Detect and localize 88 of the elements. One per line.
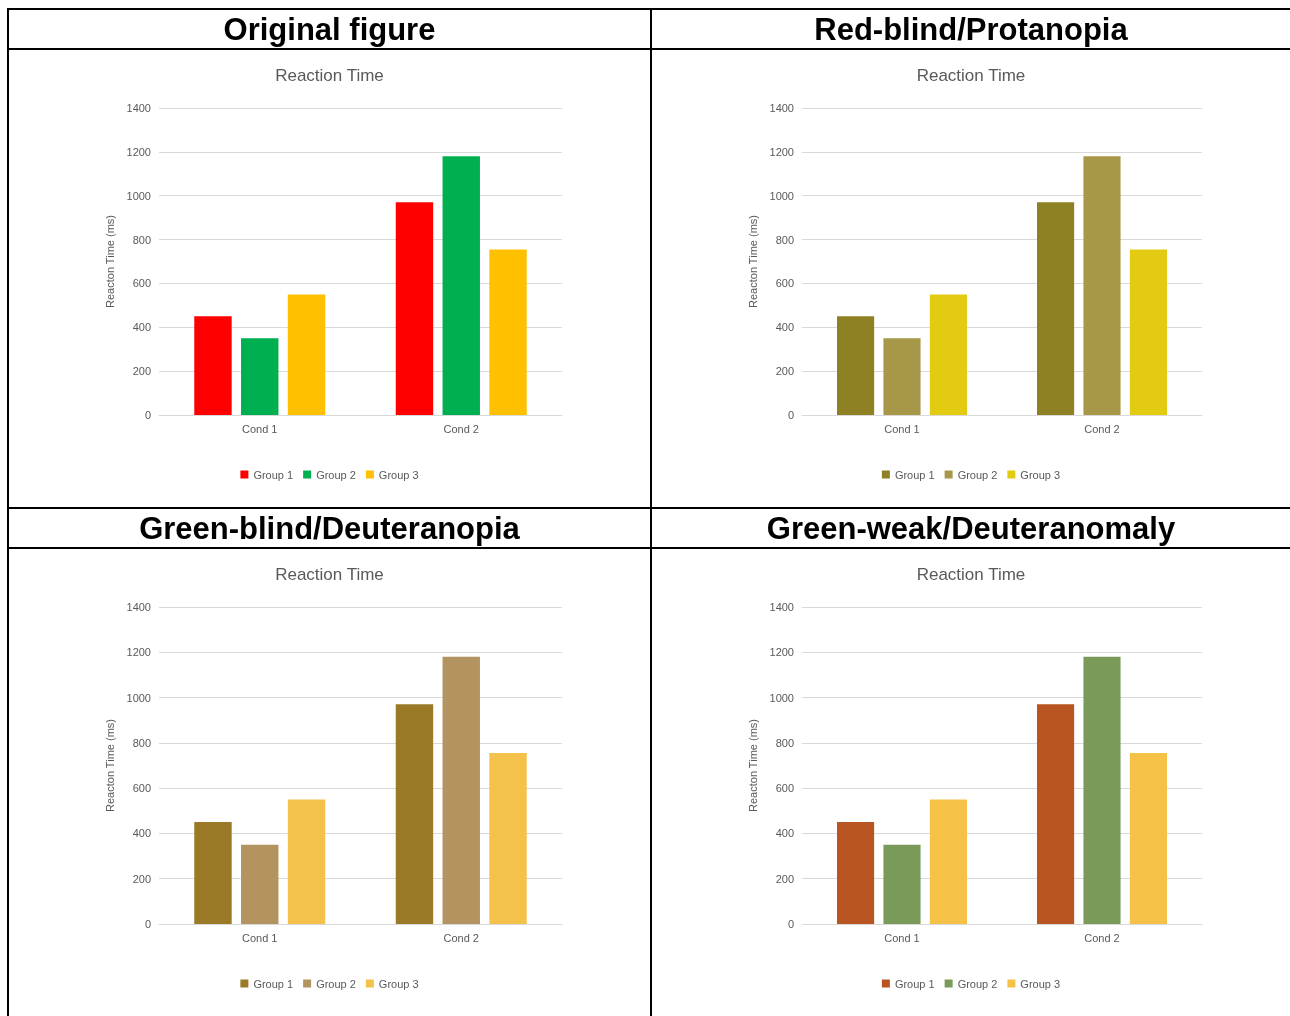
- y-tick-label: 400: [775, 321, 794, 334]
- bar: [395, 704, 434, 924]
- legend-label: Group 1: [253, 977, 294, 990]
- bar: [1037, 704, 1075, 924]
- y-tick-label: 200: [132, 872, 151, 885]
- y-axis-title: Reacton Time (ms): [747, 719, 760, 812]
- x-tick-label: Cond 2: [443, 422, 479, 435]
- legend-label: Group 3: [1020, 468, 1061, 481]
- y-tick-label: 800: [132, 233, 151, 246]
- chart-title: Original figure: [9, 10, 650, 50]
- bar: [883, 844, 921, 924]
- chart-subtitle: Reaction Time: [916, 565, 1026, 584]
- y-tick-label: 400: [132, 827, 151, 840]
- y-tick-label: 600: [775, 277, 794, 290]
- y-tick-label: 600: [775, 782, 794, 795]
- legend-label: Group 2: [957, 977, 998, 990]
- chart-title: Green-weak/Deuteranomaly: [652, 509, 1290, 549]
- bar: [489, 753, 527, 924]
- legend-label: Group 2: [957, 468, 998, 481]
- y-tick-label: 1000: [769, 691, 794, 704]
- chart-subtitle: Reaction Time: [275, 66, 384, 85]
- bar: [929, 799, 967, 924]
- y-axis-title: Reacton Time (ms): [747, 215, 760, 308]
- bar: [442, 156, 480, 415]
- y-tick-label: 0: [144, 918, 151, 930]
- y-tick-label: 200: [775, 365, 794, 378]
- bar: [489, 249, 527, 415]
- y-tick-label: 1200: [769, 646, 794, 659]
- chart-title: Green-blind/Deuteranopia: [9, 509, 650, 549]
- y-tick-label: 400: [775, 827, 794, 840]
- y-tick-label: 1400: [769, 102, 794, 114]
- x-tick-label: Cond 1: [242, 931, 278, 944]
- y-tick-label: 800: [132, 736, 151, 749]
- bar: [1129, 753, 1167, 924]
- y-tick-label: 0: [144, 409, 151, 421]
- bar: [241, 338, 279, 415]
- chart-subtitle: Reaction Time: [916, 66, 1026, 85]
- y-tick-label: 0: [787, 918, 794, 930]
- bar: [1037, 202, 1075, 415]
- legend-label: Group 2: [316, 468, 356, 481]
- y-tick-label: 1200: [769, 145, 794, 158]
- y-tick-label: 600: [132, 782, 151, 795]
- legend-label: Group 1: [894, 468, 935, 481]
- bar: [194, 822, 232, 924]
- y-tick-label: 1200: [126, 646, 151, 659]
- y-tick-label: 1200: [126, 145, 151, 158]
- y-tick-label: 800: [775, 736, 794, 749]
- x-tick-label: Cond 2: [1084, 422, 1120, 435]
- y-tick-label: 1400: [126, 102, 151, 114]
- legend-label: Group 1: [253, 468, 294, 481]
- y-tick-label: 800: [775, 233, 794, 246]
- bar: [1083, 156, 1121, 415]
- x-tick-label: Cond 2: [443, 931, 479, 944]
- bar: [837, 316, 875, 415]
- y-axis-title: Reacton Time (ms): [104, 719, 117, 812]
- bar: [1083, 656, 1121, 924]
- y-tick-label: 200: [132, 365, 151, 378]
- legend-label: Group 3: [378, 977, 419, 990]
- bar: [929, 294, 967, 415]
- y-tick-label: 1400: [126, 601, 151, 613]
- y-tick-label: 400: [132, 321, 151, 334]
- chart-title: Red-blind/Protanopia: [652, 10, 1290, 50]
- legend-label: Group 1: [894, 977, 935, 990]
- y-tick-label: 600: [132, 277, 151, 290]
- bar: [883, 338, 921, 415]
- y-tick-label: 1000: [126, 189, 151, 202]
- y-tick-label: 1000: [126, 691, 151, 704]
- y-tick-label: 0: [787, 409, 794, 421]
- y-axis-title: Reacton Time (ms): [104, 215, 117, 308]
- bar: [287, 799, 326, 924]
- legend-label: Group 3: [378, 468, 419, 481]
- bar: [395, 202, 434, 415]
- bar: [241, 844, 279, 924]
- x-tick-label: Cond 2: [1084, 931, 1120, 944]
- bar: [442, 656, 480, 924]
- y-tick-label: 1000: [769, 189, 794, 202]
- bar: [287, 294, 326, 415]
- y-tick-label: 1400: [769, 601, 794, 613]
- x-tick-label: Cond 1: [884, 931, 920, 944]
- bar: [837, 822, 875, 924]
- x-tick-label: Cond 1: [884, 422, 920, 435]
- legend-label: Group 3: [1020, 977, 1061, 990]
- chart-subtitle: Reaction Time: [275, 565, 384, 584]
- x-tick-label: Cond 1: [242, 422, 278, 435]
- bar: [194, 316, 232, 415]
- legend-label: Group 2: [316, 977, 356, 990]
- y-tick-label: 200: [775, 872, 794, 885]
- bar: [1129, 249, 1167, 415]
